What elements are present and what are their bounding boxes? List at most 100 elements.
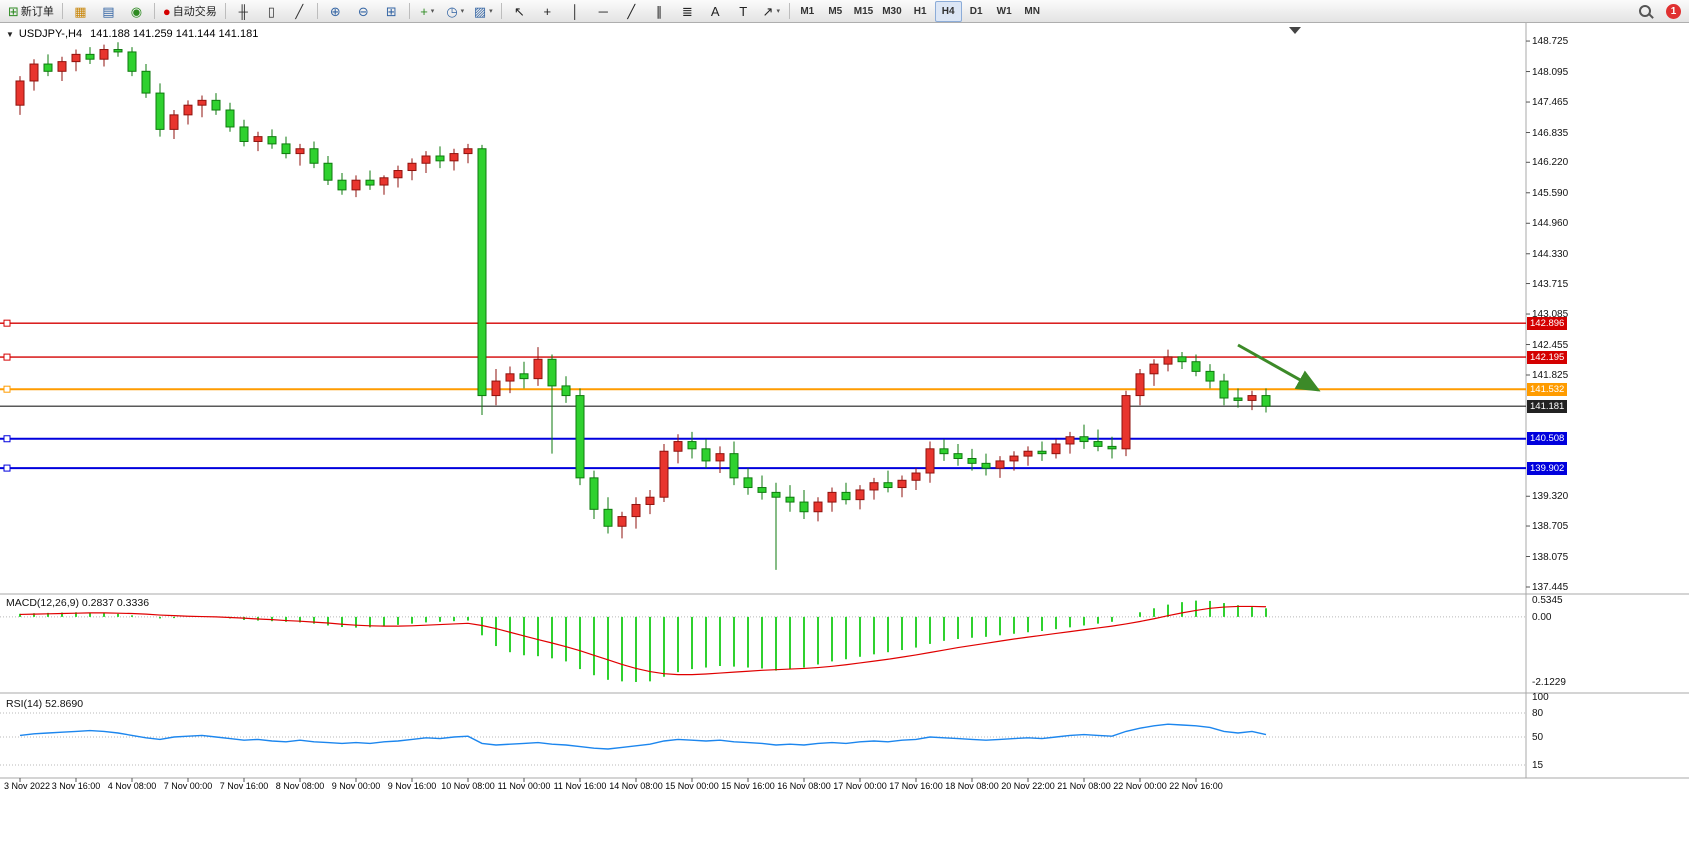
time-axis-label: 22 Nov 00:00 — [1113, 781, 1167, 791]
clock-icon: ◷ — [446, 3, 458, 19]
timeframe-mn-button[interactable]: MN — [1024, 5, 1040, 17]
candle-body — [631, 503, 641, 518]
trendline-icon: ╱ — [627, 3, 636, 19]
price-axis-label: 146.835 — [1532, 127, 1569, 139]
price-level-tag: 141.532 — [1527, 382, 1568, 396]
time-axis-label: 7 Nov 16:00 — [219, 781, 269, 791]
candle-body — [883, 482, 893, 489]
new-order-button[interactable]: ⊞ 新订单 — [4, 1, 58, 22]
tile-windows-icon: ⊞ — [385, 3, 397, 19]
candle-body — [267, 136, 277, 145]
time-axis-label: 7 Nov 00:00 — [163, 781, 213, 791]
candle-body — [1233, 397, 1243, 401]
current-price-tag: 141.181 — [1527, 399, 1568, 413]
candlestick-chart-icon: ▯ — [267, 3, 275, 19]
time-axis-label: 9 Nov 00:00 — [331, 781, 381, 791]
timeframe-d1-button[interactable]: D1 — [969, 5, 983, 17]
timeframe-m15-button[interactable]: M15 — [853, 5, 874, 17]
hline-handle[interactable] — [3, 464, 11, 472]
candle-body — [1107, 445, 1117, 450]
price-axis-label: 138.075 — [1532, 551, 1569, 563]
candle-body — [785, 496, 795, 503]
candle-body — [729, 453, 739, 479]
label-button[interactable]: T — [730, 1, 757, 22]
templates-icon: ▨ — [473, 3, 487, 19]
candle-body — [701, 448, 711, 462]
vertical-line-button[interactable]: │ — [562, 1, 589, 22]
candle-body — [995, 460, 1005, 469]
chart-ohlc-values: 141.188 141.259 141.144 141.181 — [90, 28, 259, 40]
toolbar-separator — [408, 3, 410, 19]
macd-value-main: 0.2837 — [81, 597, 114, 609]
chart-shift-marker-icon[interactable] — [1289, 27, 1301, 34]
candle-body — [743, 477, 753, 489]
candlestick-chart-button[interactable]: ▯ — [258, 1, 285, 22]
zoom-out-icon: ⊖ — [357, 3, 369, 19]
crosshair-button[interactable]: + — [534, 1, 561, 22]
candle-body — [239, 126, 249, 142]
toolbar-groups: ⊞ 新订单 ▦ ▤ ◉ ● 自动交易 ╫ ▯ ╱ ⊕ ⊖ ⊞ + ▾ ◷ ▾ ▨ ▾ ↖ + │ ─ ╱ ∥ ≣ A T ↗ ▾ M1 M5 M… — [4, 0, 1046, 22]
timeframe-m30-button[interactable]: M30 — [882, 5, 902, 17]
price-axis-label: 145.590 — [1532, 187, 1569, 199]
cursor-button[interactable]: ↖ — [506, 1, 533, 22]
profiles-button[interactable]: ▤ — [95, 1, 122, 22]
profiles-icon: ▤ — [102, 3, 115, 19]
notification-badge[interactable]: 1 — [1666, 3, 1681, 19]
autotrade-button[interactable]: ● 自动交易 — [159, 1, 221, 22]
cursor-icon: ↖ — [513, 3, 525, 19]
price-level-tag: 139.902 — [1527, 461, 1568, 475]
candle-body — [533, 358, 543, 380]
rsi-scale-label: 100 — [1532, 692, 1549, 703]
candle-body — [1177, 356, 1187, 363]
fibonacci-button[interactable]: ≣ — [674, 1, 701, 22]
time-axis-label: 17 Nov 00:00 — [833, 781, 887, 791]
charts-button[interactable]: ▦ — [67, 1, 94, 22]
candle-body — [967, 458, 977, 464]
candle-body — [477, 148, 487, 397]
price-level-tag: 142.195 — [1527, 350, 1568, 364]
symbol-dropdown-icon[interactable]: ▼ — [6, 30, 14, 39]
channel-button[interactable]: ∥ — [646, 1, 673, 22]
search-button[interactable] — [1631, 1, 1658, 22]
timeframe-w1-button[interactable]: W1 — [996, 5, 1012, 17]
templates-button[interactable]: ▨ ▾ — [470, 1, 497, 22]
hline-handle[interactable] — [3, 385, 11, 393]
candle-body — [253, 136, 263, 142]
timeframe-m5-button[interactable]: M5 — [828, 5, 843, 17]
candle-body — [197, 99, 207, 106]
candle-body — [953, 453, 963, 460]
tile-windows-button[interactable]: ⊞ — [378, 1, 405, 22]
candle-body — [771, 491, 781, 498]
text-button[interactable]: A — [702, 1, 729, 22]
bar-chart-button[interactable]: ╫ — [230, 1, 257, 22]
trend-arrow-annotation[interactable] — [1237, 343, 1321, 392]
candle-body — [435, 155, 445, 162]
candle-body — [617, 516, 627, 527]
timeframe-h1-button[interactable]: H1 — [913, 5, 927, 17]
trendline-button[interactable]: ╱ — [618, 1, 645, 22]
candle-body — [421, 155, 431, 164]
candle-body — [1023, 450, 1033, 457]
time-axis-label: 21 Nov 08:00 — [1057, 781, 1111, 791]
market-watch-button[interactable]: ◉ — [123, 1, 150, 22]
line-chart-button[interactable]: ╱ — [286, 1, 313, 22]
candle-body — [1205, 370, 1215, 382]
horizontal-line-button[interactable]: ─ — [590, 1, 617, 22]
autotrade-icon: ● — [162, 3, 171, 19]
toolbar-separator — [500, 3, 502, 19]
timeframe-h4-button[interactable]: H4 — [934, 0, 962, 22]
candle-body — [127, 51, 137, 72]
hline-handle[interactable] — [3, 319, 11, 327]
arrows-button[interactable]: ↗ ▾ — [758, 1, 785, 22]
periods-button[interactable]: ◷ ▾ — [442, 1, 469, 22]
timeframe-m1-button[interactable]: M1 — [800, 5, 815, 17]
indicators-button[interactable]: + ▾ — [414, 1, 441, 22]
hline-handle[interactable] — [3, 353, 11, 361]
zoom-in-button[interactable]: ⊕ — [322, 1, 349, 22]
price-axis-label: 143.085 — [1532, 309, 1569, 321]
zoom-out-button[interactable]: ⊖ — [350, 1, 377, 22]
hline-handle[interactable] — [3, 435, 11, 443]
candle-body — [225, 109, 235, 128]
time-axis-label: 18 Nov 08:00 — [945, 781, 999, 791]
